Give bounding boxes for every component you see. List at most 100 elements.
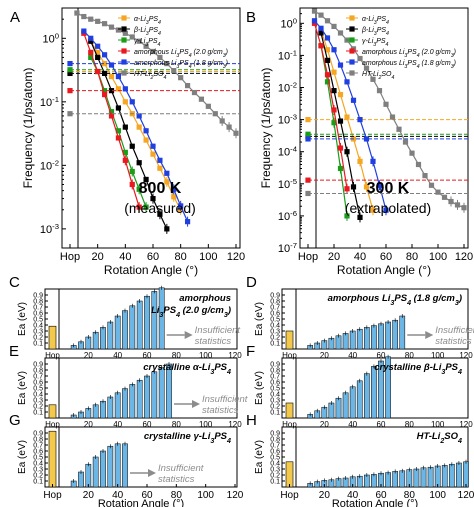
data-point [318,25,324,31]
data-point [95,18,101,24]
bar [78,471,84,488]
x-tick-label: 100 [197,490,214,501]
data-point [349,15,355,21]
x-tick-label: Hop [45,351,60,360]
data-point [318,12,324,18]
y-tick-label: 10-1 [278,48,297,63]
data-point [350,184,357,190]
x-tick-label: 100 [431,351,445,360]
data-point [115,105,122,111]
x-tick-label: 120 [455,251,473,263]
data-point [226,124,232,130]
data-point [81,13,87,20]
data-point [357,158,363,164]
data-point [101,70,108,77]
x-tick-label: 100 [199,420,213,429]
data-point [370,76,376,82]
data-point [115,73,122,80]
data-point [344,114,350,120]
panel-title: crystalline α-Li3PS4 [143,362,231,376]
data-point [81,28,87,34]
bar [335,397,342,419]
y-tick-label: 0.8 [270,299,280,306]
bar [328,402,335,419]
data-point [318,30,324,36]
y-tick-label: 0.4 [270,392,280,399]
y-tick-label: 0.2 [270,335,280,342]
panel-f: F0.10.20.30.40.50.60.70.80.9Ea (eV)cryst… [246,343,473,429]
panel-title: amorphous [179,293,231,304]
data-point [331,88,337,94]
series-amorphous-li3ps4-2-0-g-cm3- [67,30,240,213]
y-tick-label: 0.3 [270,398,280,405]
data-point [383,207,389,213]
data-point [136,124,142,130]
x-tick-label: 20 [328,251,340,263]
data-point [363,65,370,71]
data-point [422,173,428,179]
data-point [95,49,101,56]
insufficient-label: Insufficient [202,394,248,405]
data-point [150,195,156,202]
data-point [121,48,127,54]
y-tick-label: 0.9 [270,431,280,438]
y-tick-label: 0.6 [33,449,43,456]
panel-label: F [246,343,255,360]
data-point [88,38,94,44]
data-point [122,30,128,36]
x-tick-label: 20 [84,351,93,360]
legend-label: γ-Li3PS4 [362,38,389,48]
x-tick-label: 40 [348,351,357,360]
data-point [136,160,142,166]
bar [107,445,114,488]
x-tick-label: 100 [429,251,447,263]
y-tick-label: 0.5 [33,317,43,324]
bar [385,321,391,350]
arrow-head [425,331,434,339]
x-tick-label: 120 [459,420,473,429]
y-tick-label: 0.2 [33,473,43,480]
bar [107,321,114,350]
bar [129,384,136,419]
x-tick-label: 40 [113,420,122,429]
data-point [344,186,350,192]
hop-bar [285,330,294,350]
data-point [95,43,101,49]
data-point [136,186,142,192]
data-point [115,27,122,33]
y-tick-label: 0.7 [270,305,280,312]
data-point [121,59,127,65]
y-tick-label: 0.6 [33,311,43,318]
series-amorphous-li3ps4-1-8-g-cm3- [305,18,468,216]
bar [392,471,399,488]
data-point [121,15,127,21]
data-point [121,37,127,43]
y-tick-label: 10-6 [278,208,297,223]
data-point [349,37,355,43]
y-tick-label: 10-1 [40,94,59,109]
x-tick-label: 40 [112,490,124,501]
y-tick-label: 0.9 [33,293,43,300]
legend-label: α-Li3PS4 [362,16,389,26]
x-tick-label: 20 [83,490,95,501]
y-tick-label: 0.1 [33,410,43,417]
panel-title: crystalline β-Li3PS4 [374,362,462,376]
data-point [337,165,344,172]
data-point [108,24,115,30]
data-point [157,157,163,163]
series-line [314,10,465,209]
data-point [136,204,142,210]
data-point [164,60,170,67]
y-axis-label: Ea (eV) [254,302,265,336]
x-tick-label: 80 [175,251,187,263]
data-point [157,211,163,217]
bar [122,388,128,419]
y-tick-label: 0.9 [270,293,280,300]
x-tick-label: 120 [228,351,242,360]
y-tick-label: 0.8 [33,437,43,444]
x-tick-label: 120 [227,251,245,263]
x-tick-label: 120 [458,490,474,501]
data-point [357,55,363,62]
y-tick-label: 10-3 [278,112,297,127]
data-point [349,70,355,76]
